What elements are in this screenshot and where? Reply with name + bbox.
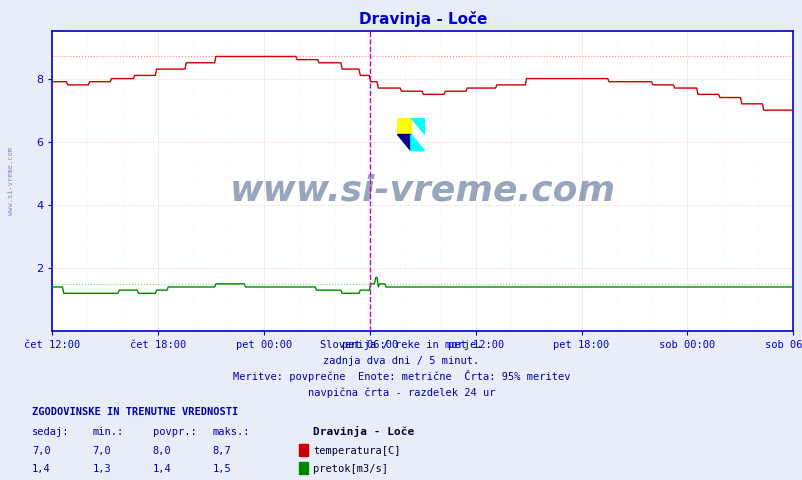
- Text: 8,0: 8,0: [152, 445, 171, 456]
- Text: Slovenija / reke in morje.: Slovenija / reke in morje.: [320, 340, 482, 350]
- Bar: [396, 118, 411, 134]
- Text: navpična črta - razdelek 24 ur: navpična črta - razdelek 24 ur: [307, 387, 495, 397]
- Text: Meritve: povprečne  Enote: metrične  Črta: 95% meritev: Meritve: povprečne Enote: metrične Črta:…: [233, 370, 569, 382]
- Polygon shape: [396, 134, 411, 151]
- Text: temperatura[C]: temperatura[C]: [313, 445, 400, 456]
- Text: pretok[m3/s]: pretok[m3/s]: [313, 464, 387, 474]
- Text: 7,0: 7,0: [32, 445, 51, 456]
- Text: 1,4: 1,4: [152, 464, 171, 474]
- Polygon shape: [411, 134, 424, 151]
- Text: povpr.:: povpr.:: [152, 427, 196, 437]
- Text: maks.:: maks.:: [213, 427, 250, 437]
- Text: ZGODOVINSKE IN TRENUTNE VREDNOSTI: ZGODOVINSKE IN TRENUTNE VREDNOSTI: [32, 407, 238, 417]
- Text: 8,7: 8,7: [213, 445, 231, 456]
- Text: sedaj:: sedaj:: [32, 427, 70, 437]
- Text: 1,5: 1,5: [213, 464, 231, 474]
- Text: zadnja dva dni / 5 minut.: zadnja dva dni / 5 minut.: [323, 356, 479, 366]
- Text: Dravinja - Loče: Dravinja - Loče: [313, 426, 414, 437]
- Title: Dravinja - Loče: Dravinja - Loče: [358, 11, 486, 27]
- Text: www.si-vreme.com: www.si-vreme.com: [229, 173, 615, 207]
- Polygon shape: [411, 118, 424, 134]
- Text: 1,3: 1,3: [92, 464, 111, 474]
- Text: min.:: min.:: [92, 427, 124, 437]
- Text: www.si-vreme.com: www.si-vreme.com: [8, 147, 14, 215]
- Text: 1,4: 1,4: [32, 464, 51, 474]
- Text: 7,0: 7,0: [92, 445, 111, 456]
